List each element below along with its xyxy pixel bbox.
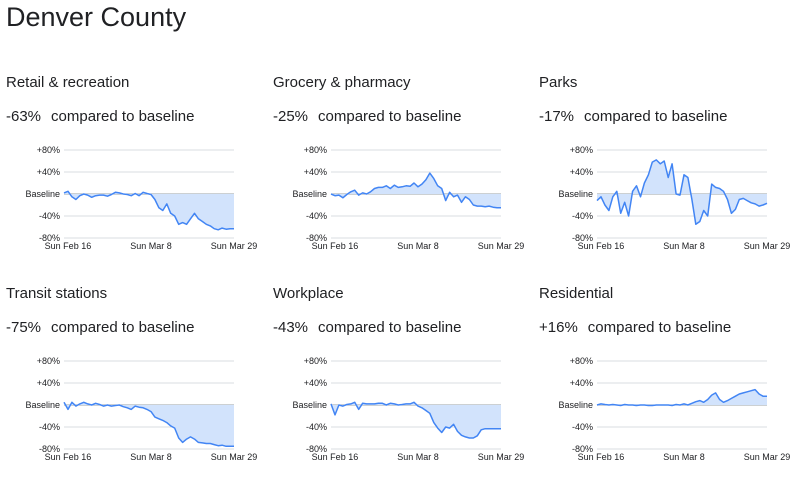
x-tick-label: Sun Feb 16 [312, 452, 359, 462]
x-tick-label: Sun Mar 29 [744, 452, 791, 462]
y-tick-label: Baseline [25, 400, 60, 410]
chart-title: Retail & recreation [6, 74, 130, 91]
series-line [63, 401, 234, 448]
change-summary: -17% compared to baseline [539, 108, 727, 125]
change-caption: compared to baseline [51, 108, 195, 125]
change-summary: -63% compared to baseline [6, 108, 194, 125]
change-summary: +16% compared to baseline [539, 319, 731, 336]
change-summary: -75% compared to baseline [6, 319, 194, 336]
y-tick-label: +40% [37, 167, 60, 177]
change-percent: -63% [6, 108, 42, 125]
line-chart: +80% +40% Baseline -40% -80%Sun Feb 16 Sun Ma… [292, 356, 525, 462]
change-caption: compared to baseline [587, 319, 732, 336]
y-tick-label: +80% [37, 145, 60, 155]
y-tick-label: +40% [570, 378, 593, 388]
y-tick-label: Baseline [292, 400, 327, 410]
line-chart: +80% +40% Baseline -40% -80%Sun Feb 16 Sun Ma… [558, 145, 791, 251]
x-tick-label: Sun Mar 29 [478, 241, 525, 251]
area-fill [64, 191, 234, 230]
change-percent: +16% [539, 319, 578, 336]
y-tick-label: -80% [39, 233, 60, 243]
y-tick-label: -40% [39, 211, 60, 221]
x-tick-label: Sun Feb 16 [578, 452, 625, 462]
x-tick-label: Sun Feb 16 [578, 241, 625, 251]
x-tick-label: Sun Mar 8 [663, 452, 705, 462]
y-tick-label: +40% [304, 167, 327, 177]
y-tick-label: +40% [304, 378, 327, 388]
page-title: Denver County [6, 2, 187, 32]
y-tick-label: -80% [306, 444, 327, 454]
y-tick-label: -80% [39, 444, 60, 454]
y-tick-label: -80% [572, 233, 593, 243]
chart-panel-residential: Residential +16% compared to baseline +80… [539, 285, 805, 495]
change-caption: compared to baseline [318, 319, 462, 336]
y-tick-label: +40% [37, 378, 60, 388]
chart-title: Parks [539, 74, 578, 91]
y-tick-label: -40% [572, 211, 593, 221]
series-line [330, 172, 501, 209]
area-fill [331, 173, 501, 208]
area-fill [64, 402, 234, 447]
series-line [330, 401, 501, 439]
y-tick-label: -40% [39, 422, 60, 432]
y-tick-label: -40% [306, 422, 327, 432]
line-chart: +80% +40% Baseline -40% -80%Sun Feb 16 Sun Ma… [292, 145, 525, 251]
x-tick-label: Sun Mar 8 [397, 241, 439, 251]
series-line [596, 388, 767, 407]
area-fill [597, 389, 767, 406]
change-percent: -25% [273, 108, 309, 125]
x-tick-label: Sun Mar 8 [130, 452, 172, 462]
x-tick-label: Sun Mar 29 [211, 452, 258, 462]
y-tick-label: +40% [570, 167, 593, 177]
change-percent: -75% [6, 319, 42, 336]
y-tick-label: +80% [570, 145, 593, 155]
y-tick-label: +80% [304, 356, 327, 366]
series-line [596, 159, 768, 226]
chart-panel-parks: Parks -17% compared to baseline +80% +40% B… [539, 74, 805, 284]
line-chart: +80% +40% Baseline -40% -80%Sun Feb 16 Sun Ma… [25, 145, 258, 251]
chart-title: Workplace [273, 285, 344, 302]
x-tick-label: Sun Mar 29 [211, 241, 258, 251]
x-tick-label: Sun Mar 29 [478, 452, 525, 462]
change-percent: -43% [273, 319, 309, 336]
x-tick-label: Sun Mar 8 [130, 241, 172, 251]
y-tick-label: +80% [37, 356, 60, 366]
change-summary: -43% compared to baseline [273, 319, 461, 336]
y-tick-label: Baseline [292, 189, 327, 199]
chart-panel-transit: Transit stations -75% compared to baselin… [6, 285, 272, 495]
y-tick-label: Baseline [25, 189, 60, 199]
y-tick-label: -40% [572, 422, 593, 432]
area-fill [597, 159, 767, 225]
x-tick-label: Sun Feb 16 [45, 241, 92, 251]
y-tick-label: -80% [572, 444, 593, 454]
change-percent: -17% [539, 108, 575, 125]
change-caption: compared to baseline [584, 108, 728, 125]
y-tick-label: -40% [306, 211, 327, 221]
line-chart: +80% +40% Baseline -40% -80%Sun Feb 16 Sun Ma… [558, 356, 791, 462]
line-chart: +80% +40% Baseline -40% -80%Sun Feb 16 Sun Ma… [25, 356, 258, 462]
x-tick-label: Sun Feb 16 [45, 452, 92, 462]
chart-title: Grocery & pharmacy [273, 74, 411, 91]
chart-panel-grocery: Grocery & pharmacy -25% compared to basel… [273, 74, 539, 284]
change-summary: -25% compared to baseline [273, 108, 461, 125]
chart-panel-retail: Retail & recreation -63% compared to base… [6, 74, 272, 284]
x-tick-label: Sun Mar 29 [744, 241, 791, 251]
x-tick-label: Sun Mar 8 [663, 241, 705, 251]
y-tick-label: Baseline [558, 189, 593, 199]
change-caption: compared to baseline [51, 319, 195, 336]
chart-title: Transit stations [6, 285, 108, 302]
x-tick-label: Sun Feb 16 [312, 241, 359, 251]
y-tick-label: -80% [306, 233, 327, 243]
y-tick-label: Baseline [558, 400, 593, 410]
series-line [63, 190, 234, 231]
change-caption: compared to baseline [318, 108, 462, 125]
y-tick-label: +80% [304, 145, 327, 155]
chart-title: Residential [539, 285, 614, 302]
chart-panel-workplace: Workplace -43% compared to baseline +80% +… [273, 285, 539, 495]
y-tick-label: +80% [570, 356, 593, 366]
area-fill [331, 402, 501, 438]
x-tick-label: Sun Mar 8 [397, 452, 439, 462]
